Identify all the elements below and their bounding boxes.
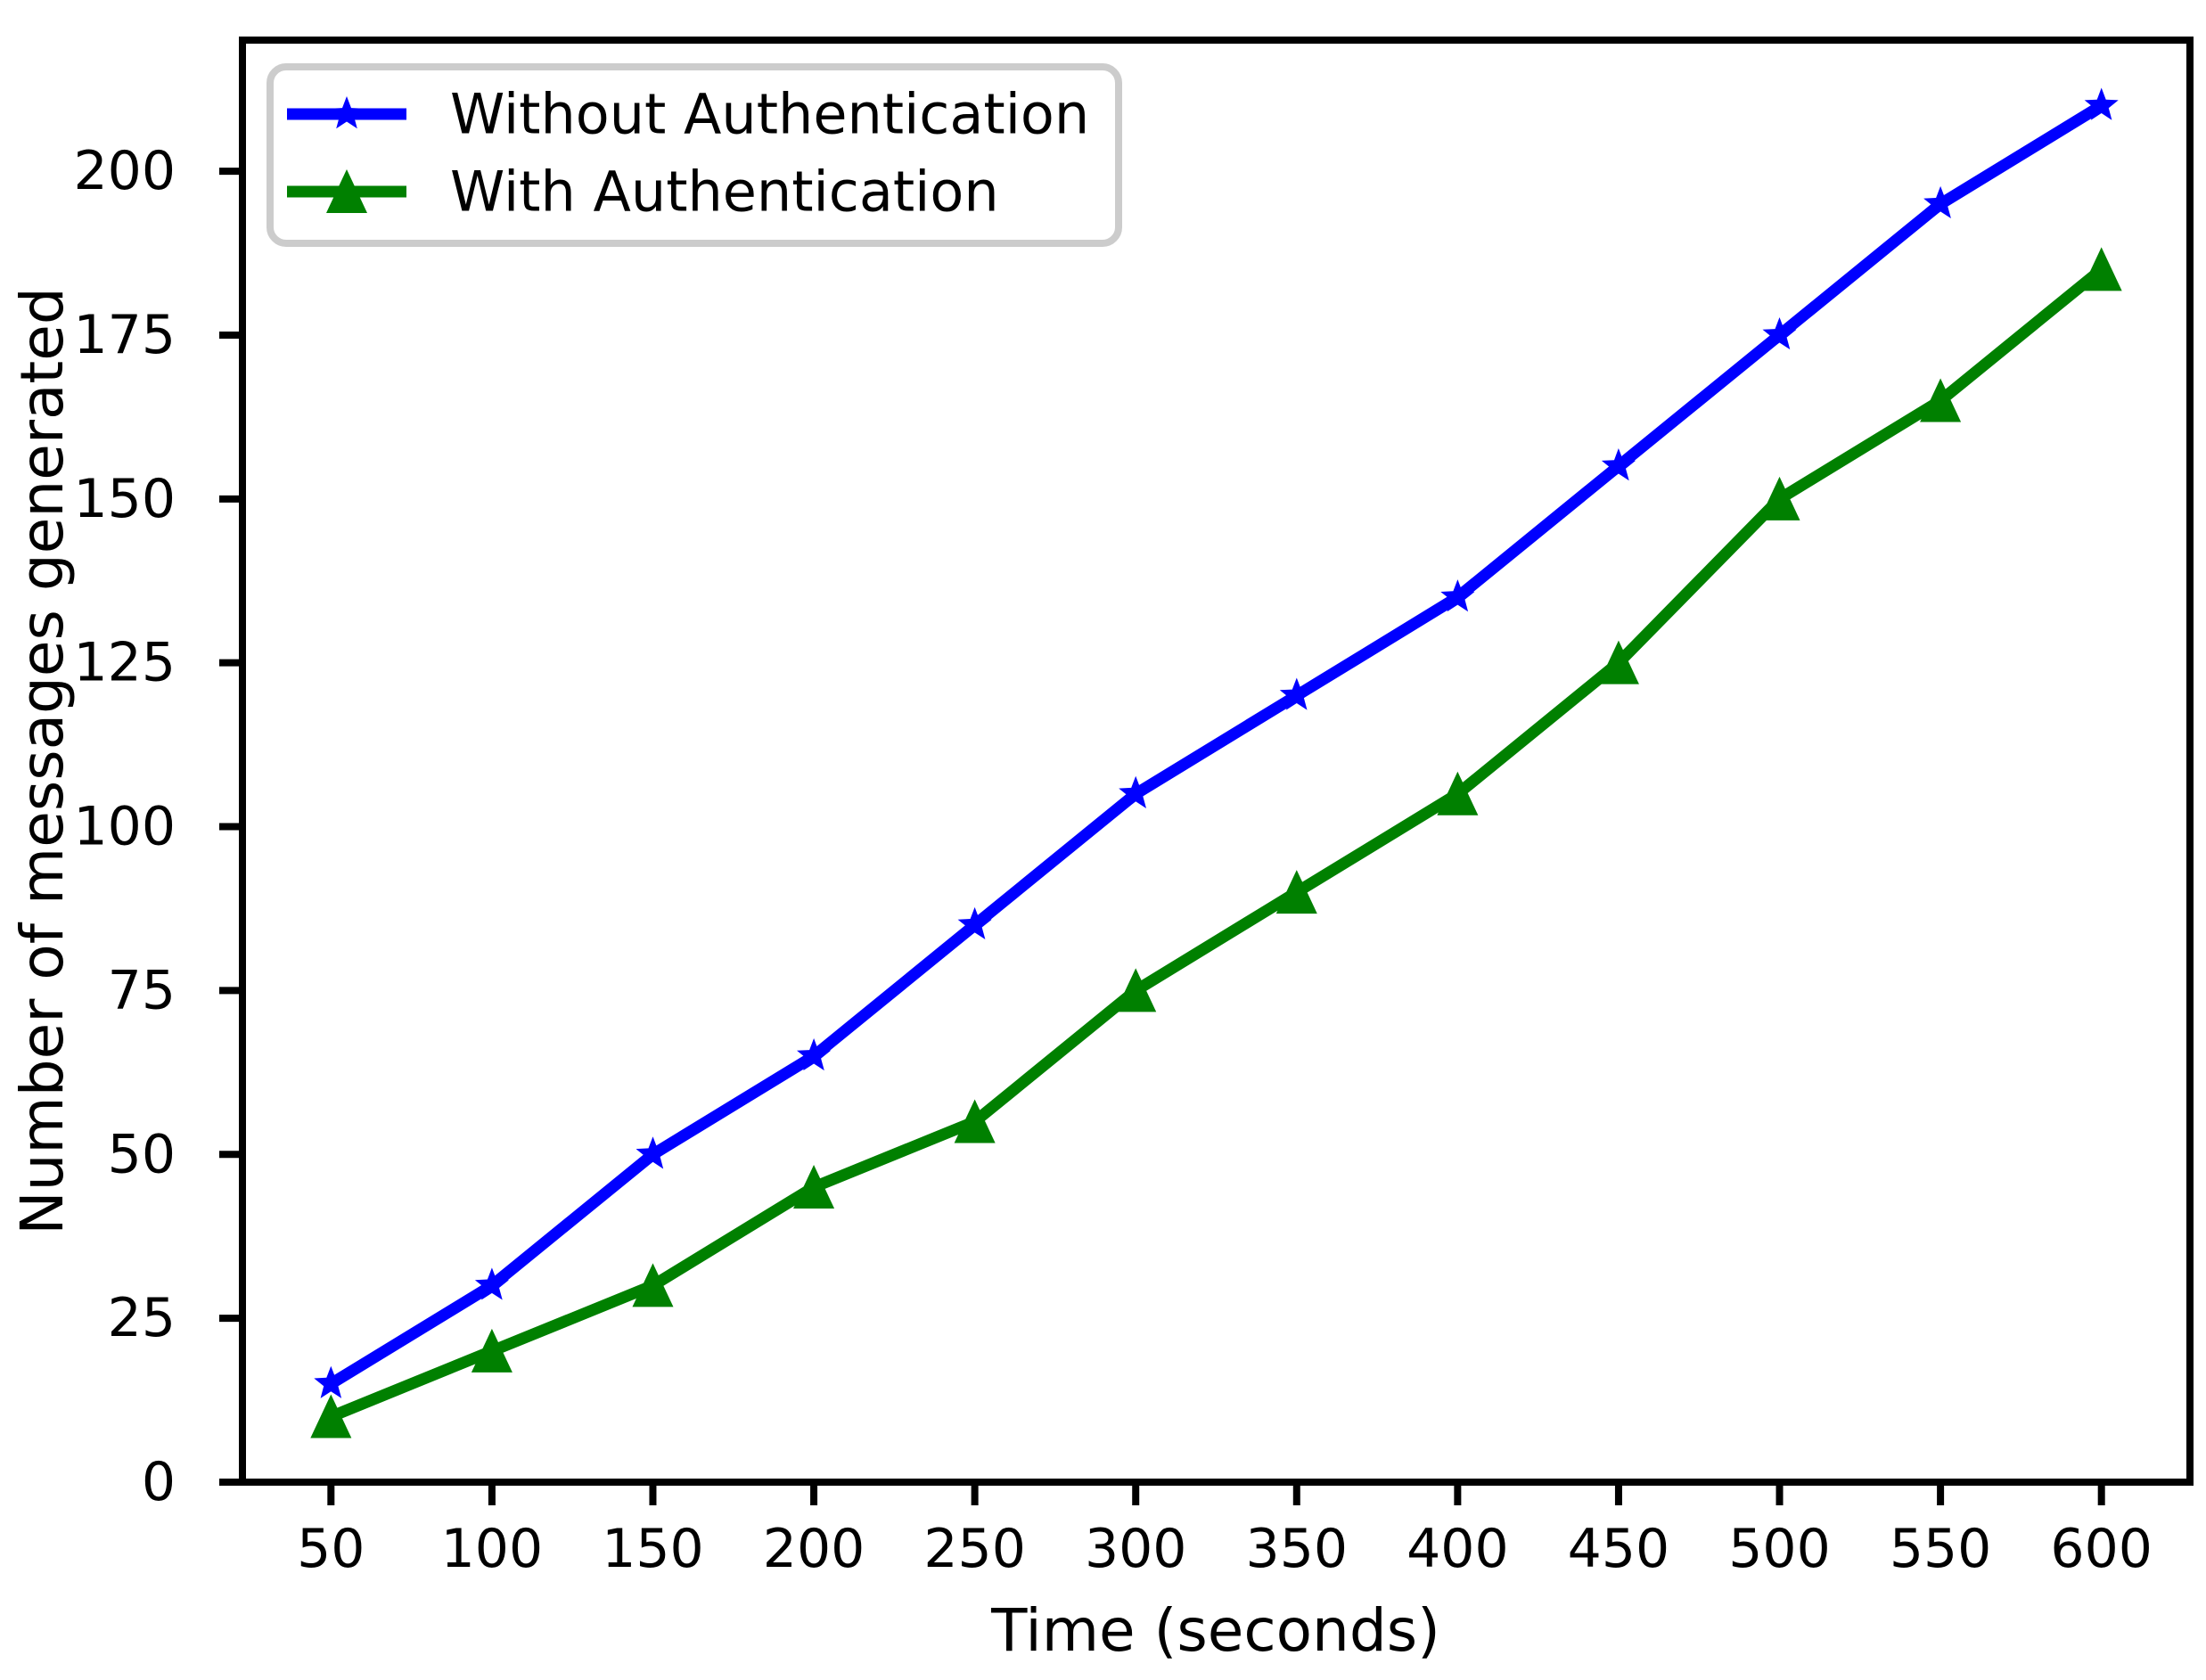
y-tick-label: 175 (73, 304, 176, 366)
star-marker-icon (1440, 579, 1475, 612)
star-marker-icon (1923, 185, 1958, 218)
plot-border (239, 37, 2194, 1486)
y-tick-label: 100 (73, 796, 176, 858)
x-tick-label: 400 (1406, 1518, 1509, 1580)
series-line (327, 100, 2105, 1389)
y-tick-label: 0 (142, 1451, 176, 1513)
triangle-marker-icon (632, 1263, 674, 1307)
legend-box (267, 63, 1122, 247)
x-tick-label: 600 (2050, 1518, 2153, 1580)
x-tick-label: 300 (1085, 1518, 1187, 1580)
triangle-marker-icon (326, 169, 367, 213)
y-axis-label: Number of messages generated (8, 287, 77, 1235)
star-marker-icon (314, 1365, 349, 1398)
star-marker-icon (1762, 317, 1797, 350)
y-tick-label: 75 (108, 959, 176, 1021)
star-marker-icon (330, 96, 364, 129)
x-tick-label: 250 (923, 1518, 1026, 1580)
star-marker-icon (2084, 87, 2119, 120)
legend-label: With Authentication (450, 160, 999, 225)
axes: 50 100 150 200 250 300 350 400 450 500 550 600 0 25 50… (73, 37, 2194, 1580)
x-tick-label: 350 (1246, 1518, 1349, 1580)
y-tick-label: 150 (73, 468, 176, 530)
series-with-authentication (310, 247, 2122, 1438)
triangle-marker-icon (1275, 870, 1317, 914)
legend-label: Without Authentication (450, 82, 1089, 147)
star-marker-icon (636, 1136, 670, 1169)
triangle-marker-icon (1115, 968, 1157, 1012)
triangle-marker-icon (793, 1165, 835, 1209)
plot-area (310, 87, 2122, 1438)
x-tick-label: 100 (441, 1518, 544, 1580)
legend: Without Authentication With Authenticati… (267, 63, 1122, 247)
triangle-marker-icon (1759, 476, 1800, 520)
y-axis: 0 25 50 75 100 125 150 175 200 (73, 140, 242, 1513)
x-tick-label: 50 (297, 1518, 365, 1580)
x-tick-label: 500 (1728, 1518, 1831, 1580)
y-tick-label: 200 (73, 140, 176, 202)
star-marker-icon (1279, 677, 1314, 710)
triangle-marker-icon (954, 1099, 996, 1143)
x-tick-label: 550 (1890, 1518, 1992, 1580)
triangle-marker-icon (1920, 378, 1962, 422)
triangle-marker-icon (310, 1394, 352, 1438)
star-marker-icon (957, 906, 992, 939)
triangle-marker-icon (471, 1328, 513, 1373)
star-marker-icon (1601, 448, 1636, 481)
series-without-authentication (314, 87, 2119, 1398)
triangle-marker-icon (326, 169, 367, 213)
x-axis-label: Time (seconds) (990, 1596, 1440, 1665)
star-marker-icon (797, 1038, 832, 1071)
star-marker-icon (330, 96, 364, 129)
triangle-marker-icon (1437, 771, 1479, 815)
x-axis: 50 100 150 200 250 300 350 400 450 500 550 600 (297, 1482, 2153, 1580)
triangle-marker-icon (2080, 247, 2122, 291)
star-marker-icon (1119, 775, 1153, 808)
y-tick-label: 50 (108, 1123, 176, 1185)
series-line (328, 265, 2105, 1422)
star-marker-icon (474, 1267, 509, 1300)
triangle-marker-icon (1597, 640, 1639, 684)
legend-entry-with-authentication: With Authentication (287, 160, 999, 225)
legend-entry-without-authentication: Without Authentication (287, 82, 1089, 147)
x-tick-label: 150 (602, 1518, 704, 1580)
y-tick-label: 25 (108, 1287, 176, 1349)
x-tick-label: 200 (763, 1518, 865, 1580)
x-tick-label: 450 (1568, 1518, 1670, 1580)
y-tick-label: 125 (73, 632, 176, 694)
